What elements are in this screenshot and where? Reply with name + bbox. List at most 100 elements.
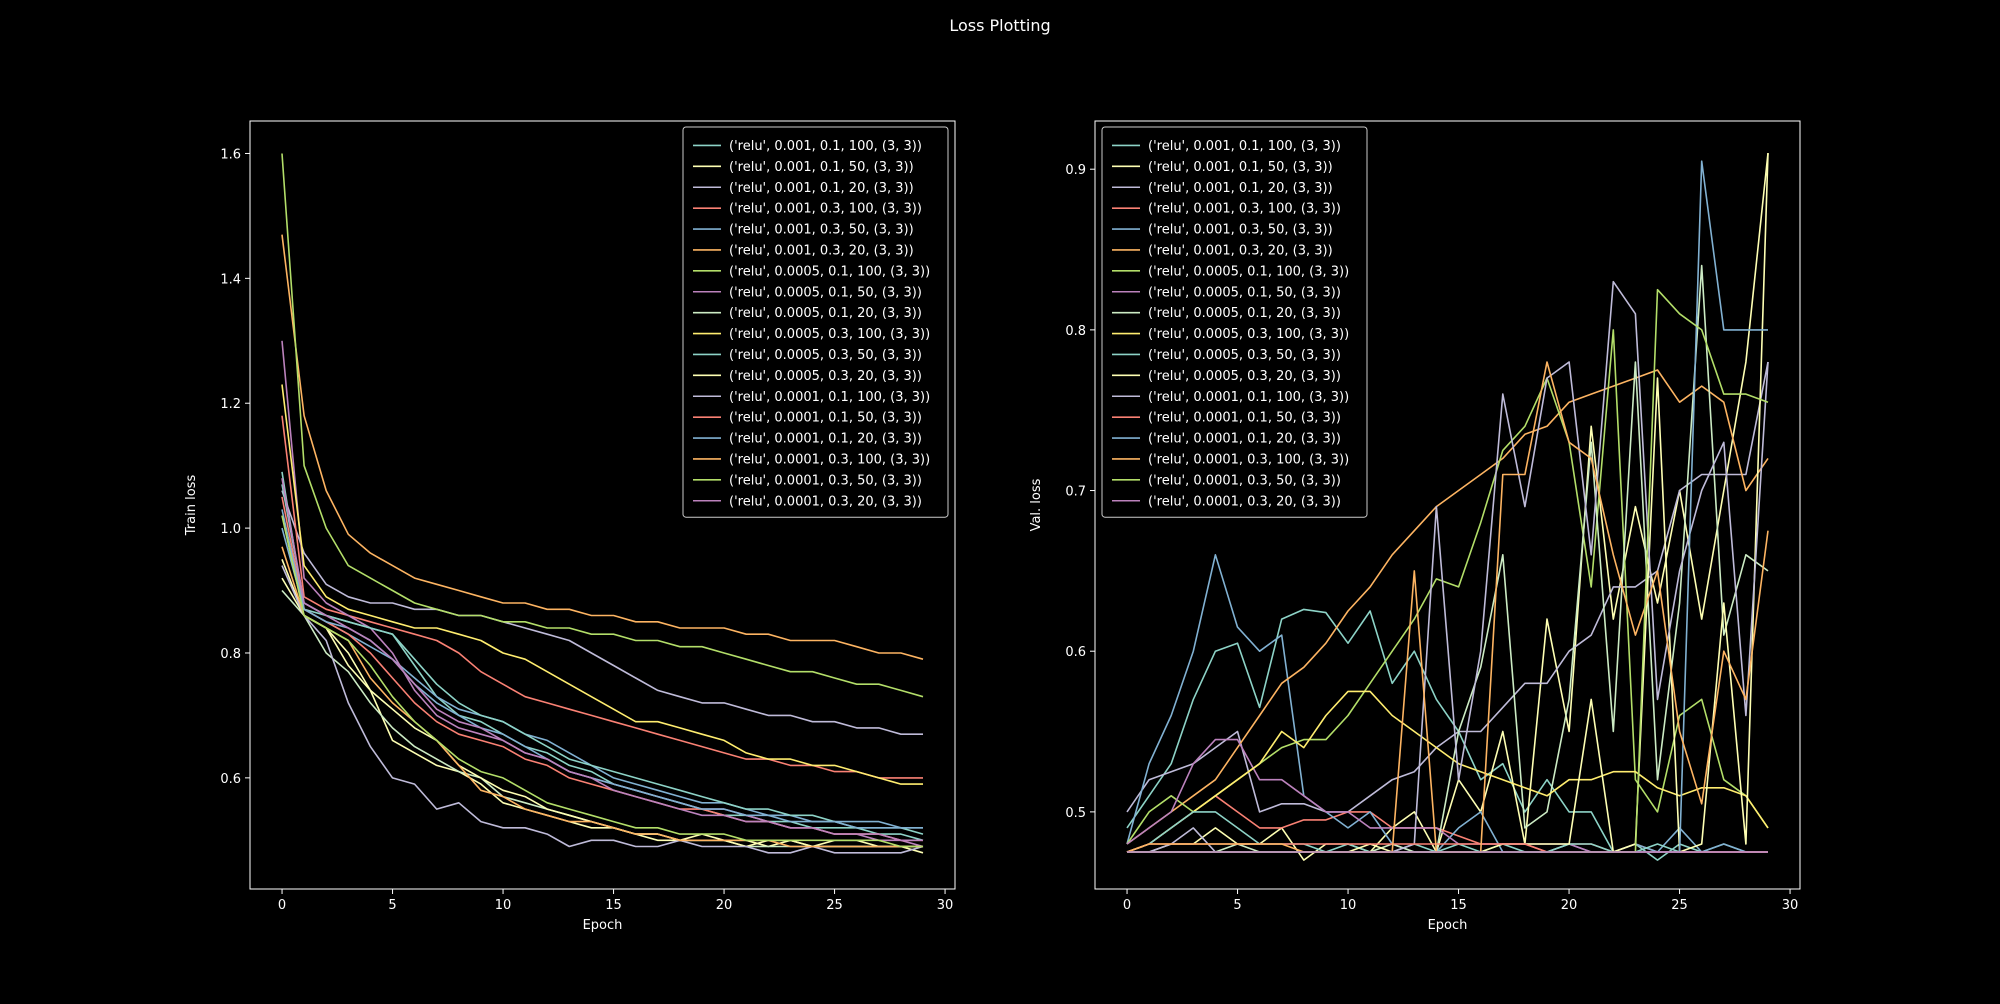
val-loss-legend-label: ('relu', 0.0005, 0.3, 20, (3, 3)) [1148, 369, 1341, 384]
train-loss-ytick-label: 1.0 [220, 522, 241, 537]
val-loss-legend-box [1101, 126, 1368, 518]
train-loss-legend-label: ('relu', 0.0001, 0.1, 50, (3, 3)) [729, 411, 922, 426]
figure-title: Loss Plotting [949, 16, 1050, 35]
val-loss-legend-label: ('relu', 0.001, 0.3, 100, (3, 3)) [1148, 202, 1341, 217]
train-loss-legend-label: ('relu', 0.0001, 0.3, 20, (3, 3)) [729, 494, 922, 509]
val-loss-legend-label: ('relu', 0.001, 0.3, 50, (3, 3)) [1148, 223, 1333, 238]
val-loss-legend-label: ('relu', 0.0001, 0.1, 100, (3, 3)) [1148, 390, 1349, 405]
train-loss-legend-label: ('relu', 0.0005, 0.3, 100, (3, 3)) [729, 327, 930, 342]
val-loss-legend-label: ('relu', 0.0005, 0.3, 50, (3, 3)) [1148, 348, 1341, 363]
train-loss-legend-label: ('relu', 0.0001, 0.1, 20, (3, 3)) [729, 432, 922, 447]
train-loss-xtick-label: 30 [937, 898, 954, 913]
val-loss-ytick-label: 0.8 [1065, 324, 1086, 339]
train-loss-xtick-label: 20 [716, 898, 733, 913]
val-loss-xtick-label: 25 [1671, 898, 1688, 913]
val-loss-ylabel: Val. loss [1029, 478, 1044, 531]
train-loss-ytick-label: 1.2 [220, 397, 241, 412]
val-loss-xtick-label: 30 [1782, 898, 1799, 913]
train-loss-ytick-label: 1.4 [220, 272, 241, 287]
val-loss-series-line-1 [1126, 608, 1768, 861]
train-loss-series-line-17 [281, 515, 923, 848]
val-loss-legend-label: ('relu', 0.001, 0.1, 50, (3, 3)) [1148, 160, 1333, 175]
val-loss-ytick-label: 0.6 [1065, 645, 1086, 660]
train-loss-legend-label: ('relu', 0.0001, 0.3, 100, (3, 3)) [729, 452, 930, 467]
val-loss-legend-label: ('relu', 0.0005, 0.1, 20, (3, 3)) [1148, 306, 1341, 321]
val-loss-legend-label: ('relu', 0.0001, 0.1, 50, (3, 3)) [1148, 411, 1341, 426]
train-loss-series-line-5 [281, 527, 923, 829]
val-loss-xtick-label: 10 [1340, 898, 1357, 913]
train-loss-series-line-16 [281, 546, 923, 848]
val-loss-xlabel: Epoch [1428, 918, 1468, 933]
train-loss-legend-label: ('relu', 0.0005, 0.1, 100, (3, 3)) [729, 264, 930, 279]
val-loss-legend-label: ('relu', 0.001, 0.3, 20, (3, 3)) [1148, 243, 1333, 258]
val-loss-legend-label: ('relu', 0.0001, 0.3, 50, (3, 3)) [1148, 473, 1341, 488]
train-loss-legend-label: ('relu', 0.001, 0.1, 50, (3, 3)) [729, 160, 914, 175]
train-loss-xtick-label: 0 [278, 898, 286, 913]
val-loss-axes: 0 5 10 15 20 25 30 0.5 0.6 0.7 0.8 0.9 Epoch Val. los… [1029, 120, 1801, 933]
val-loss-series-line-3 [1126, 361, 1769, 813]
train-loss-series-line-1 [281, 471, 924, 842]
val-loss-legend-label: ('relu', 0.0005, 0.1, 100, (3, 3)) [1148, 264, 1349, 279]
train-loss-ylabel: Train loss [184, 475, 199, 537]
val-loss-series-line-6 [1126, 369, 1769, 845]
val-loss-legend-label: ('relu', 0.001, 0.1, 100, (3, 3)) [1148, 139, 1341, 154]
val-loss-xtick-label: 15 [1450, 898, 1467, 913]
train-loss-xlabel: Epoch [583, 918, 623, 933]
train-loss-series-line-3 [281, 490, 923, 736]
train-loss-series-line-14 [281, 496, 923, 842]
train-loss-legend-label: ('relu', 0.0005, 0.3, 20, (3, 3)) [729, 369, 922, 384]
train-loss-series-line-12 [281, 577, 924, 854]
train-loss-ytick-label: 1.6 [220, 147, 241, 162]
val-loss-series-line-11 [1126, 811, 1768, 853]
val-loss-xtick-label: 20 [1561, 898, 1578, 913]
train-loss-lines [281, 153, 924, 854]
val-loss-legend: ('relu', 0.001, 0.1, 100, (3, 3)) ('relu'… [1101, 126, 1368, 518]
train-loss-xtick-label: 25 [826, 898, 843, 913]
val-loss-ytick-label: 0.5 [1065, 806, 1086, 821]
train-loss-legend-label: ('relu', 0.001, 0.1, 100, (3, 3)) [729, 139, 922, 154]
train-loss-xtick-label: 5 [388, 898, 396, 913]
val-loss-frame [1094, 120, 1801, 890]
val-loss-legend-label: ('relu', 0.0005, 0.1, 50, (3, 3)) [1148, 285, 1341, 300]
train-loss-legend-box [682, 126, 949, 518]
train-loss-legend-label: ('relu', 0.001, 0.3, 50, (3, 3)) [729, 223, 914, 238]
val-loss-legend-label: ('relu', 0.0001, 0.3, 100, (3, 3)) [1148, 452, 1349, 467]
train-loss-axes: 0 5 10 15 20 25 30 0.6 0.8 1.0 1.2 1.4 1.6 Epoch Train… [184, 120, 956, 933]
val-loss-ytick-label: 0.7 [1065, 485, 1086, 500]
train-loss-legend-label: ('relu', 0.001, 0.3, 20, (3, 3)) [729, 243, 914, 258]
train-loss-legend-label: ('relu', 0.0005, 0.1, 20, (3, 3)) [729, 306, 922, 321]
train-loss-legend-label: ('relu', 0.0005, 0.3, 50, (3, 3)) [729, 348, 922, 363]
train-loss-series-line-18 [281, 478, 923, 842]
val-loss-series-line-5 [1126, 553, 1768, 853]
val-loss-legend-label: ('relu', 0.0005, 0.3, 100, (3, 3)) [1148, 327, 1349, 342]
train-loss-legend-label: ('relu', 0.0001, 0.1, 100, (3, 3)) [729, 390, 930, 405]
train-loss-legend-label: ('relu', 0.0005, 0.1, 50, (3, 3)) [729, 285, 922, 300]
val-loss-ytick-label: 0.9 [1065, 163, 1086, 178]
train-loss-series-line-10 [281, 384, 923, 785]
train-loss-series-line-11 [281, 484, 924, 835]
train-loss-frame [249, 120, 956, 890]
train-loss-xtick-label: 10 [495, 898, 512, 913]
val-loss-lines [1126, 153, 1769, 861]
val-loss-series-line-9 [1127, 264, 1769, 853]
train-loss-series-line-13 [281, 565, 924, 854]
val-loss-series-line-10 [1126, 690, 1769, 853]
train-loss-xtick-label: 15 [605, 898, 622, 913]
val-loss-legend-label: ('relu', 0.0001, 0.1, 20, (3, 3)) [1148, 432, 1341, 447]
train-loss-legend-label: ('relu', 0.0001, 0.3, 50, (3, 3)) [729, 473, 922, 488]
val-loss-legend-label: ('relu', 0.0001, 0.3, 20, (3, 3)) [1148, 494, 1341, 509]
train-loss-series-line-6 [281, 234, 924, 660]
train-loss-series-line-7 [281, 153, 924, 698]
val-loss-series-line-2 [1127, 153, 1769, 861]
train-loss-ytick-label: 0.6 [220, 772, 241, 787]
val-loss-xtick-label: 0 [1123, 898, 1131, 913]
train-loss-ytick-label: 0.8 [220, 647, 241, 662]
train-loss-legend-label: ('relu', 0.001, 0.3, 100, (3, 3)) [729, 202, 922, 217]
train-loss-series-line-4 [281, 415, 923, 779]
train-loss-series-line-2 [281, 559, 923, 848]
val-loss-xtick-label: 5 [1233, 898, 1241, 913]
train-loss-legend-label: ('relu', 0.001, 0.1, 20, (3, 3)) [729, 181, 914, 196]
val-loss-legend-label: ('relu', 0.001, 0.1, 20, (3, 3)) [1148, 181, 1333, 196]
